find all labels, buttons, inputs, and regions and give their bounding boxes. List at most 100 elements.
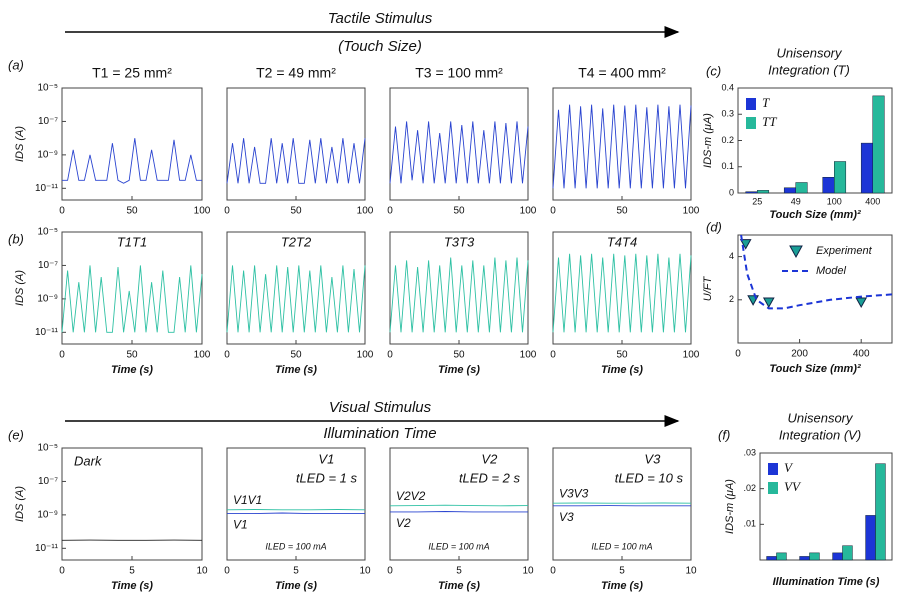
plot-frame [389, 87, 529, 201]
panel-label: (d) [706, 219, 722, 234]
bar [872, 95, 885, 194]
legend-label: Model [816, 265, 847, 277]
x-tick-label: 100 [827, 196, 842, 206]
marker [762, 297, 775, 308]
y-tick-label: .03 [743, 447, 756, 457]
x-tick-label: 50 [453, 350, 465, 361]
series-line [389, 504, 529, 507]
bar [799, 556, 810, 561]
y-tick-label: 10⁻⁷ [38, 116, 58, 127]
x-tick-label: 0 [59, 350, 65, 361]
x-tick-label: 0 [224, 566, 230, 577]
x-tick-label: 50 [126, 350, 138, 361]
chart-title: Unisensory [787, 410, 854, 425]
x-tick-label: 50 [616, 206, 628, 217]
x-tick-label: 49 [791, 196, 801, 206]
legend-swatch [768, 463, 778, 475]
x-axis-label: Time (s) [601, 580, 643, 592]
series-line [740, 234, 893, 310]
legend-swatch [746, 98, 756, 110]
bar [875, 463, 886, 561]
y-tick-label: 10⁻¹¹ [35, 327, 59, 338]
x-tick-label: 100 [357, 350, 374, 361]
plot-frame [759, 452, 893, 561]
x-tick-label: 10 [522, 566, 534, 577]
legend-swatch [746, 117, 756, 129]
x-axis-label: Touch Size (mm)² [769, 363, 861, 375]
y-tick-label: 10⁻⁵ [37, 227, 58, 238]
y-tick-label: 10⁻⁵ [37, 443, 58, 454]
series-line [226, 265, 366, 333]
chart-title: T2 = 49 mm² [256, 65, 336, 81]
x-tick-label: 50 [290, 350, 302, 361]
bar [776, 552, 787, 561]
y-tick-label: 10⁻¹¹ [35, 183, 59, 194]
x-tick-label: 25 [752, 196, 762, 206]
series-label: V1V1 [233, 493, 262, 507]
legend-marker [789, 245, 803, 259]
chart-title: Integration (V) [779, 427, 861, 442]
series-label: V3V3 [559, 486, 589, 500]
y-tick-label: 10⁻⁷ [38, 476, 58, 487]
x-tick-label: 5 [129, 566, 135, 577]
plot-frame [61, 87, 203, 201]
x-tick-label: 50 [453, 206, 465, 217]
x-tick-label: 0 [735, 349, 741, 360]
series-label: V1 [233, 518, 248, 532]
header: Visual Stimulus [329, 399, 432, 416]
plot-frame [226, 87, 366, 201]
x-tick-label: 0 [550, 206, 556, 217]
x-axis-label: Time (s) [111, 364, 153, 376]
series-line [62, 138, 202, 184]
x-tick-label: 10 [196, 566, 208, 577]
x-tick-label: 0 [224, 350, 230, 361]
bar [842, 545, 853, 561]
bar [795, 182, 808, 194]
x-tick-label: 100 [683, 350, 700, 361]
bar [809, 552, 820, 561]
legend-swatch [768, 482, 778, 494]
y-tick-label: 0.3 [721, 109, 734, 119]
chart-title: T4T4 [607, 234, 637, 249]
x-tick-label: 0 [387, 566, 393, 577]
y-axis-label: IDS-m (μA) [702, 113, 714, 168]
chart-title: T2T2 [281, 234, 312, 249]
plot-frame [737, 234, 893, 344]
bar [757, 190, 770, 194]
bar [834, 161, 847, 194]
panel-label: (e) [8, 427, 24, 442]
legend-label: VV [784, 479, 802, 494]
series-line [227, 512, 365, 515]
annotation: V2 [481, 451, 498, 466]
y-axis-label: IDS (A) [14, 486, 26, 522]
series-line [389, 257, 529, 333]
legend-label: T [762, 95, 770, 110]
x-axis-label: Touch Size (mm)² [769, 209, 861, 221]
x-tick-label: 5 [456, 566, 462, 577]
x-tick-label: 50 [290, 206, 302, 217]
annotation: tLED = 1 s [296, 470, 358, 485]
x-tick-label: 50 [126, 206, 138, 217]
y-tick-label: 0.4 [721, 82, 734, 92]
header: Illumination Time [323, 425, 436, 442]
y-tick-label: 0.2 [721, 135, 734, 145]
y-tick-label: 4 [729, 251, 734, 261]
series-line [552, 253, 692, 333]
x-axis-label: Time (s) [438, 580, 480, 592]
y-tick-label: 10⁻⁹ [37, 510, 58, 521]
series-label: V2 [396, 516, 411, 530]
x-tick-label: 100 [194, 206, 211, 217]
x-tick-label: 0 [387, 206, 393, 217]
header: (Touch Size) [338, 38, 422, 55]
annotation: tLED = 2 s [459, 470, 521, 485]
x-tick-label: 0 [550, 350, 556, 361]
series-line [226, 138, 366, 184]
x-axis-label: Time (s) [275, 580, 317, 592]
chart-title: Unisensory [776, 45, 843, 60]
annotation: ILED = 100 mA [265, 541, 326, 551]
annotation: ILED = 100 mA [428, 541, 489, 551]
legend-label: V [784, 460, 794, 475]
marker [855, 297, 868, 308]
legend-label: TT [762, 114, 777, 129]
